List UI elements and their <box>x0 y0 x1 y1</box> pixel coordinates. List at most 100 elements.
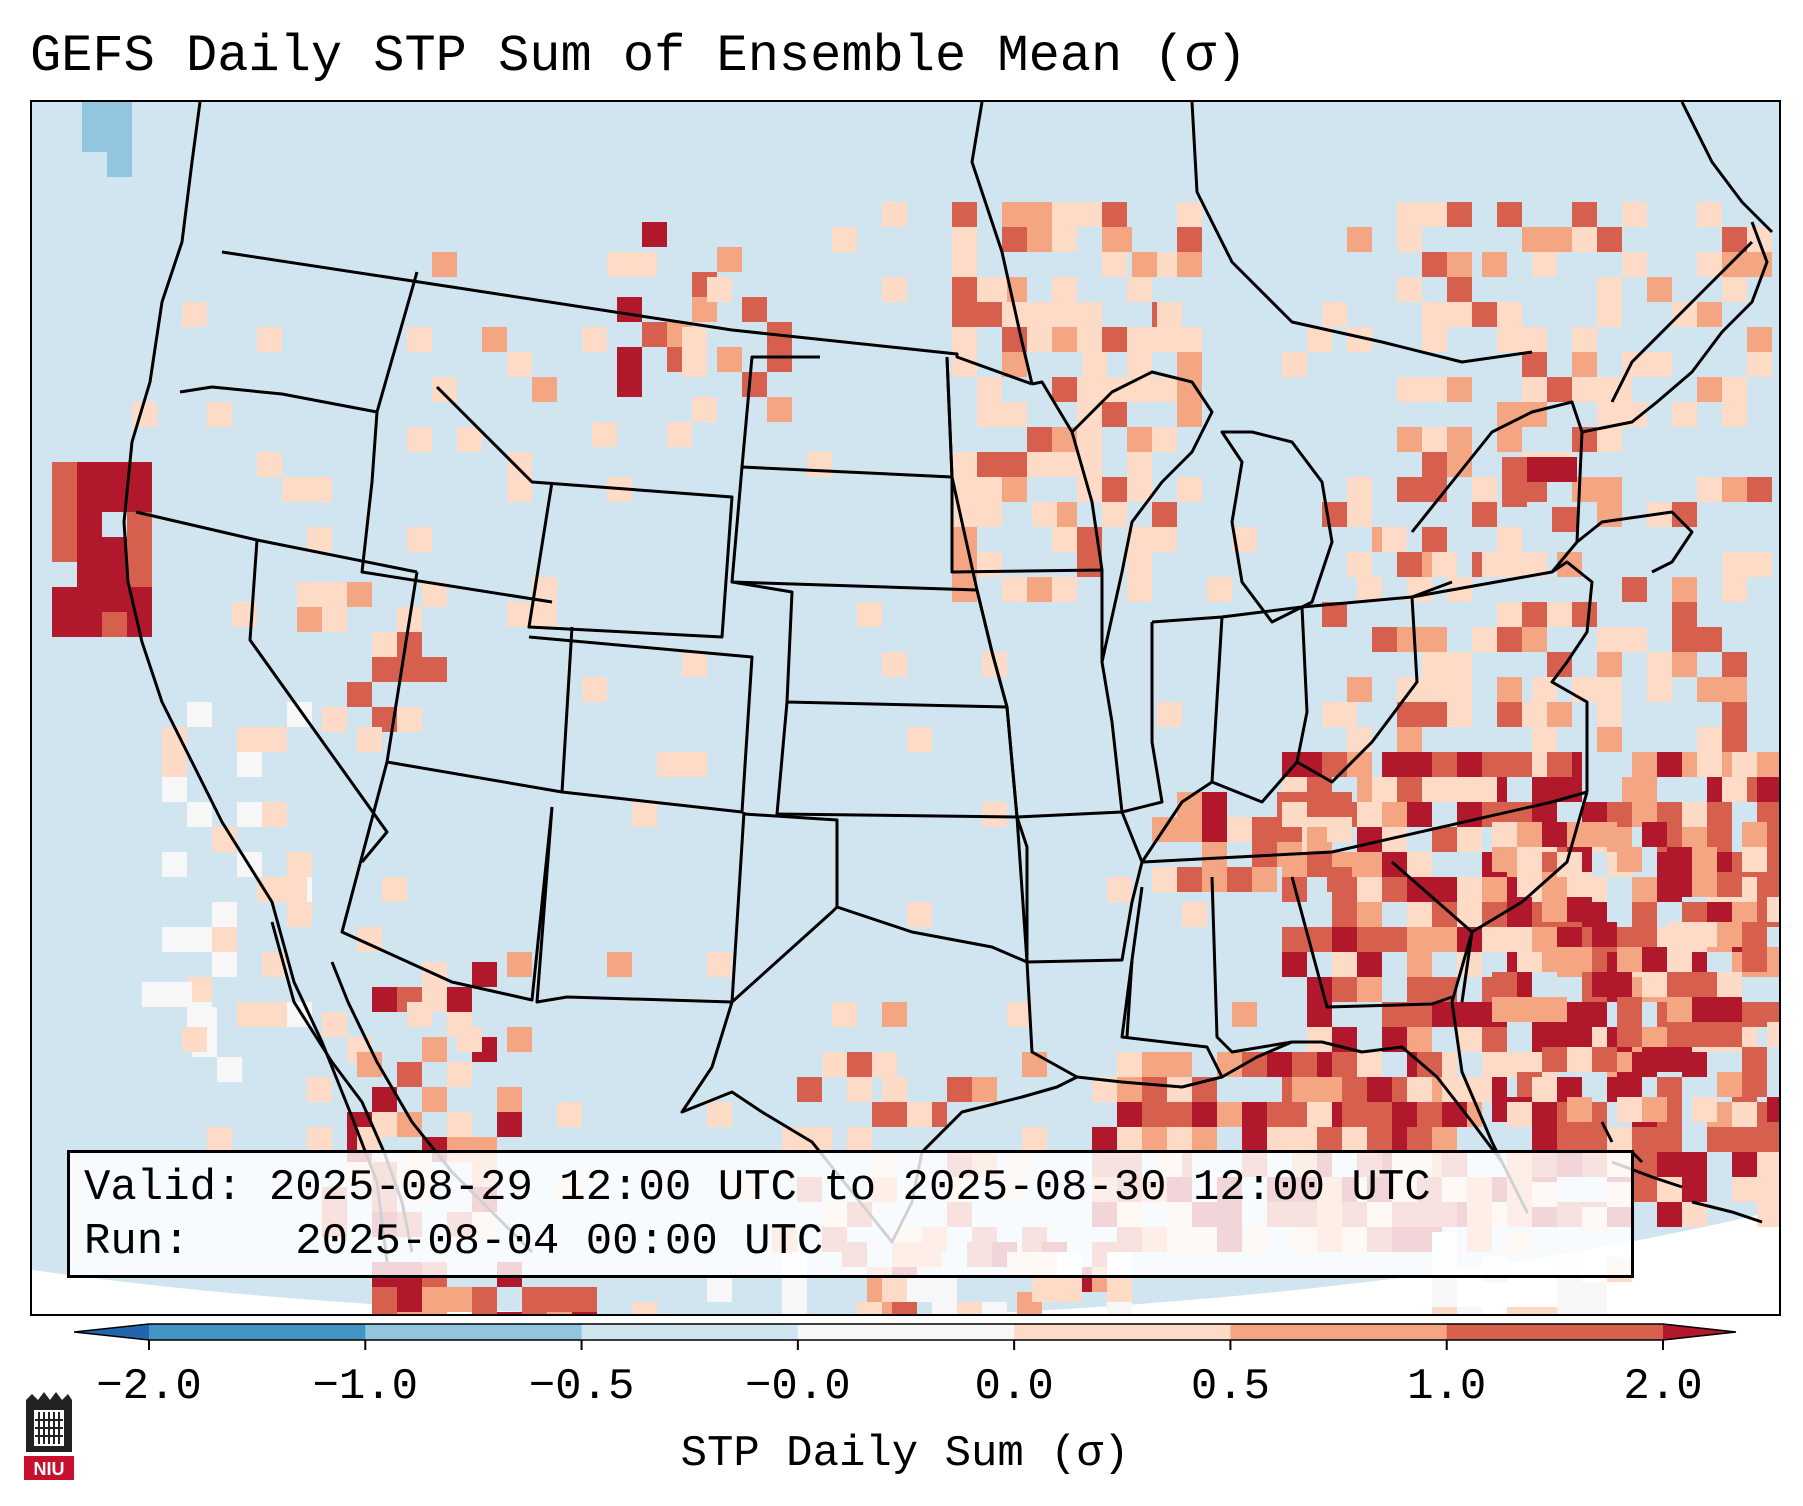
grid-cell <box>1422 702 1447 727</box>
grid-cell <box>1567 1047 1592 1072</box>
grid-cell <box>1022 1127 1047 1152</box>
grid-cell <box>1357 1052 1382 1077</box>
grid-cell <box>782 1277 807 1302</box>
grid-cell <box>1397 702 1422 727</box>
grid-cell <box>1227 867 1252 892</box>
grid-cell <box>1422 252 1447 277</box>
grid-cell <box>1757 752 1779 777</box>
colorbar-tick-label: 2.0 <box>1623 1362 1703 1412</box>
grid-cell <box>547 1312 572 1314</box>
grid-cell <box>1597 277 1622 302</box>
grid-cell <box>1102 502 1127 527</box>
grid-cell <box>1642 947 1667 972</box>
grid-cell <box>307 527 332 552</box>
grid-cell <box>1552 457 1577 482</box>
grid-cell <box>407 1002 432 1027</box>
grid-cell <box>1152 327 1177 352</box>
grid-cell <box>1657 1127 1682 1152</box>
grid-cell <box>52 587 77 612</box>
grid-cell <box>1167 1127 1192 1152</box>
grid-cell <box>1697 202 1722 227</box>
grid-cell <box>187 702 212 727</box>
grid-cell <box>1407 752 1432 777</box>
grid-cell <box>1647 677 1672 702</box>
grid-cell <box>742 372 767 397</box>
grid-cell <box>1557 1307 1582 1314</box>
grid-cell <box>1732 1127 1757 1152</box>
grid-cell <box>237 802 262 827</box>
grid-cell <box>1107 227 1132 252</box>
grid-cell <box>1357 952 1382 977</box>
grid-cell <box>882 1077 907 1102</box>
grid-cell <box>472 1287 497 1312</box>
grid-cell <box>1632 877 1657 902</box>
grid-cell <box>1127 277 1152 302</box>
grid-cell <box>1117 1052 1142 1077</box>
grid-cell <box>1597 227 1622 252</box>
grid-cell <box>1282 802 1307 827</box>
colorbar-tick-label: −2.0 <box>96 1362 202 1412</box>
grid-cell <box>1507 902 1532 927</box>
grid-cell <box>1267 1052 1292 1077</box>
state-borders <box>122 102 1774 1263</box>
grid-cell <box>1127 427 1152 452</box>
grid-cell <box>1127 377 1152 402</box>
grid-cell <box>1227 817 1252 842</box>
grid-cell <box>1507 752 1532 777</box>
grid-cell <box>1667 997 1692 1022</box>
grid-cell <box>1152 427 1177 452</box>
grid-cell <box>1357 827 1382 852</box>
grid-cell <box>1497 677 1522 702</box>
grid-cell <box>1622 577 1647 602</box>
grid-cell <box>1697 677 1722 702</box>
colorbar-segment <box>365 1324 583 1340</box>
grid-cell <box>1102 202 1127 227</box>
grid-cell <box>977 502 1002 527</box>
grid-cell <box>1027 577 1052 602</box>
grid-cell <box>372 1312 397 1314</box>
grid-cell <box>1667 1022 1692 1047</box>
grid-cell <box>1192 1102 1217 1127</box>
grid-cell <box>307 1077 332 1102</box>
grid-cell <box>617 347 642 372</box>
grid-cell <box>52 462 77 487</box>
grid-cell <box>1057 1277 1082 1302</box>
grid-cell <box>1672 652 1697 677</box>
colorbar-tick-label: −1.0 <box>312 1362 419 1412</box>
grid-cell <box>1742 822 1767 847</box>
map-panel[interactable] <box>30 100 1781 1316</box>
grid-cell <box>1397 202 1422 227</box>
grid-cell <box>522 1312 547 1314</box>
colorbar-tick-label: −0.5 <box>528 1362 635 1412</box>
colorbar-over-arrow <box>1663 1324 1736 1340</box>
grid-cell <box>952 452 977 477</box>
grid-cell <box>1682 802 1707 827</box>
grid-cell <box>522 1287 547 1312</box>
grid-cell <box>977 402 1002 427</box>
grid-cell <box>1632 752 1657 777</box>
grid-cell <box>127 537 152 562</box>
grid-cell <box>1482 552 1507 577</box>
grid-cell <box>52 512 77 537</box>
grid-cell <box>952 202 977 227</box>
grid-cell <box>82 127 107 152</box>
grid-cell <box>1697 477 1722 502</box>
grid-cell <box>717 247 742 272</box>
grid-cell <box>482 327 507 352</box>
grid-cell <box>1167 1077 1192 1102</box>
grid-cell <box>1492 847 1517 872</box>
grid-cell <box>307 477 332 502</box>
grid-cell <box>807 452 832 477</box>
grid-cell <box>1392 1102 1417 1127</box>
grid-cell <box>1532 1077 1557 1102</box>
grid-cell <box>422 1087 447 1112</box>
grid-cell <box>1127 552 1152 577</box>
grid-cell <box>932 1277 957 1302</box>
grid-cell <box>1407 852 1432 877</box>
grid-cell <box>1177 477 1202 502</box>
grid-cell <box>1497 602 1522 627</box>
grid-cell <box>1117 1127 1142 1152</box>
grid-cell <box>1567 1022 1592 1047</box>
grid-cell <box>1582 1127 1607 1152</box>
grid-cell <box>1532 927 1557 952</box>
